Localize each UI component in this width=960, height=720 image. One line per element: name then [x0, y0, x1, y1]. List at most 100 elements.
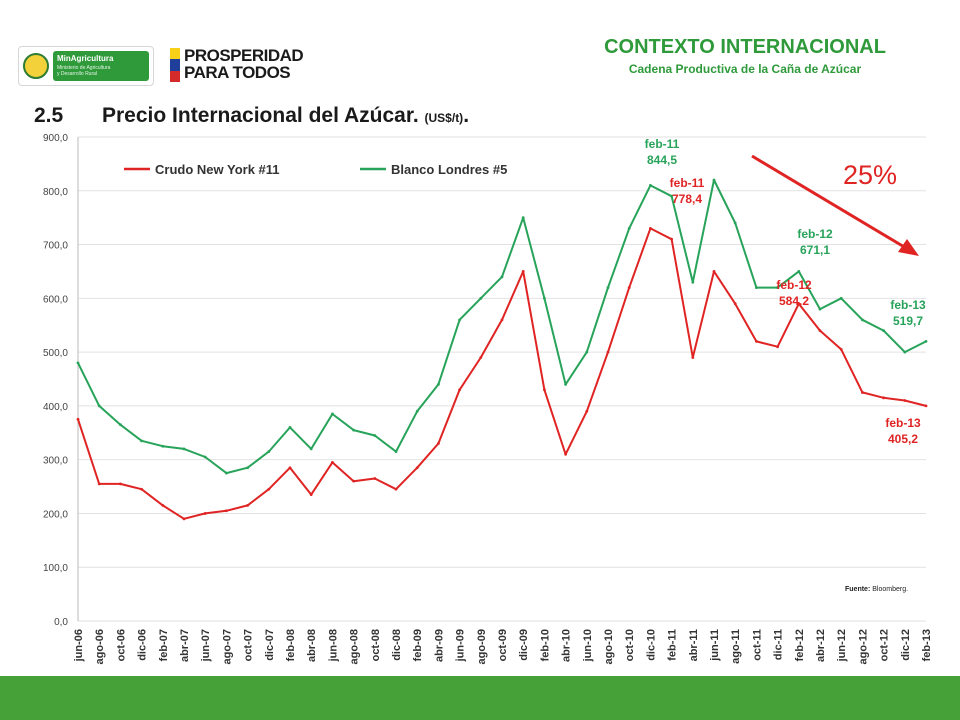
annotation-date: feb-12 — [776, 278, 812, 292]
data-point — [309, 493, 313, 497]
slide-number: 2.5 — [34, 104, 64, 127]
data-point — [225, 471, 228, 475]
x-tick-label: ago-07 — [221, 629, 233, 664]
data-point — [373, 434, 377, 437]
y-tick-label: 200,0 — [43, 509, 68, 520]
x-tick-label: jun-06 — [73, 629, 85, 662]
annotation-date: feb-11 — [670, 176, 705, 190]
prosperidad-text: PROSPERIDAD PARA TODOS — [184, 46, 304, 82]
x-tick-label: oct-07 — [243, 629, 255, 661]
legend-label: Crudo New York #11 — [155, 162, 280, 177]
data-point — [903, 350, 907, 354]
data-point — [776, 345, 779, 349]
trend-arrow: 25% — [751, 154, 919, 256]
y-tick-label: 100,0 — [43, 563, 68, 574]
data-point — [331, 412, 334, 416]
x-tick-label: ago-06 — [94, 629, 106, 664]
slide-unit: (US$/t) — [424, 111, 464, 125]
change-percent: 25% — [843, 160, 897, 190]
data-point — [119, 482, 122, 486]
data-point — [585, 350, 589, 354]
data-point — [882, 396, 885, 400]
y-tick-label: 900,0 — [43, 133, 68, 144]
footer-bar — [0, 676, 960, 720]
data-point — [97, 482, 101, 486]
data-point — [712, 270, 716, 273]
data-point — [352, 428, 355, 432]
y-axis-ticks: 0,0 100,0 200,0 300,0 400,0 500,0 600,0 700,0 80… — [43, 133, 68, 628]
data-point — [861, 318, 864, 322]
data-point — [839, 296, 843, 300]
data-point — [352, 479, 355, 483]
data-point — [585, 409, 589, 413]
data-point — [500, 275, 504, 279]
slide-title-text: Precio Internacional del Azúcar. — [102, 104, 419, 127]
y-tick-label: 400,0 — [43, 402, 68, 413]
x-tick-label: dic-10 — [645, 629, 657, 661]
data-point — [712, 178, 716, 182]
data-point — [861, 391, 864, 394]
chart-legend: Crudo New York #11 Blanco Londres #5 — [124, 162, 507, 177]
x-tick-label: feb-08 — [285, 629, 297, 661]
section-subtitle: Cadena Productiva de la Caña de Azúcar — [628, 62, 862, 76]
data-point — [140, 439, 144, 443]
y-tick-label: 600,0 — [43, 294, 68, 305]
data-point — [797, 302, 801, 306]
data-point — [882, 329, 885, 332]
data-point — [267, 450, 271, 453]
x-tick-label: feb-10 — [539, 629, 551, 661]
x-tick-label: abr-07 — [179, 629, 191, 662]
x-tick-label: feb-13 — [921, 629, 933, 661]
x-tick-label: ago-11 — [730, 629, 742, 664]
chart-grid — [77, 136, 926, 622]
x-tick-label: feb-11 — [667, 629, 679, 661]
chart-series — [76, 178, 928, 521]
data-point — [543, 296, 546, 300]
data-point — [76, 361, 80, 365]
data-point — [182, 447, 186, 451]
minagricultura-subtitle: Ministerio de Agricultura y Desarrollo Ru… — [57, 65, 111, 77]
x-tick-label: dic-12 — [900, 629, 912, 661]
slide-title: 2.5 Precio Internacional del Azúcar. (US$… — [34, 104, 470, 127]
data-point — [225, 509, 228, 513]
x-tick-label: jun-10 — [582, 629, 594, 662]
x-tick-label: feb-07 — [158, 629, 170, 661]
x-tick-label: oct-12 — [879, 629, 891, 661]
minagricultura-badge: MinAgricultura Ministerio de Agricultura… — [53, 51, 149, 81]
data-point — [627, 286, 631, 289]
annotation-value: 778,4 — [672, 192, 702, 206]
annotation-date: feb-13 — [885, 416, 921, 430]
data-point — [691, 356, 695, 359]
annotation-value: 519,7 — [893, 314, 923, 328]
data-point — [161, 444, 165, 448]
x-tick-label: jun-09 — [455, 629, 467, 662]
prosperidad-logo: PROSPERIDAD PARA TODOS — [170, 46, 320, 84]
data-point — [670, 237, 673, 241]
data-point — [733, 221, 737, 225]
minagricultura-name: MinAgricultura — [57, 54, 114, 63]
annotation-value: 671,1 — [800, 243, 830, 257]
data-point — [924, 404, 928, 408]
data-point — [670, 194, 673, 198]
x-tick-label: ago-09 — [476, 629, 488, 664]
x-tick-label: ago-08 — [349, 629, 361, 664]
x-tick-label: abr-10 — [561, 629, 573, 662]
x-tick-label: oct-08 — [370, 629, 382, 661]
x-axis-ticks: jun-06 ago-06 oct-06 dic-06 feb-07 abr-07 jun-… — [73, 629, 933, 664]
data-point — [415, 466, 419, 470]
x-tick-label: abr-08 — [306, 629, 318, 662]
x-tick-label: dic-06 — [137, 629, 149, 661]
data-point — [839, 348, 843, 351]
x-tick-label: oct-09 — [497, 629, 509, 661]
colombia-flag-icon — [170, 48, 180, 82]
annotation-value: 844,5 — [647, 153, 677, 167]
legend-label: Blanco Londres #5 — [391, 162, 507, 177]
x-tick-label: feb-12 — [794, 629, 806, 661]
x-tick-label: jun-12 — [836, 629, 848, 662]
y-tick-label: 800,0 — [43, 187, 68, 198]
data-point — [119, 423, 122, 427]
data-point — [288, 466, 292, 470]
data-point — [606, 350, 610, 354]
x-tick-label: oct-06 — [115, 629, 127, 661]
data-point — [288, 426, 292, 429]
